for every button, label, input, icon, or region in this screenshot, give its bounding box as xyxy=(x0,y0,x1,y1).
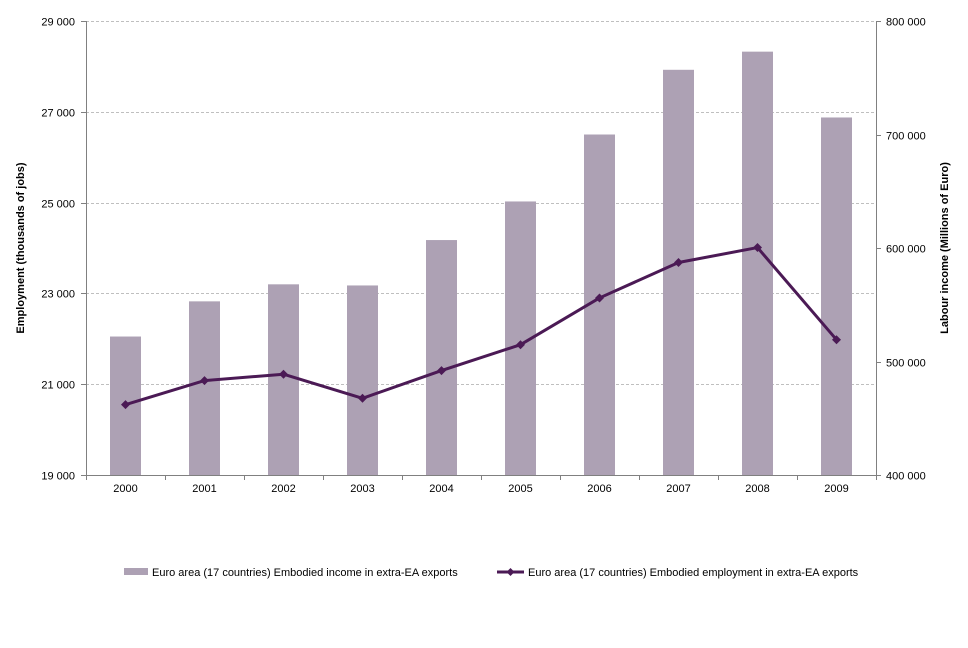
line-series xyxy=(121,243,841,410)
right-axis-tick-label: 500 000 xyxy=(886,358,926,370)
right-axis-tick-label: 400 000 xyxy=(886,471,926,483)
line-point xyxy=(279,369,288,379)
left-axis-tick-label: 25 000 xyxy=(41,199,75,211)
bar-series xyxy=(110,51,852,476)
left-axis-tick-label: 23 000 xyxy=(41,289,75,301)
axis-ticks: 19 000 21 000 23 000 25 000 27 000 29 000 400 … xyxy=(41,17,925,496)
line-point xyxy=(753,243,762,253)
bar xyxy=(189,301,220,475)
x-axis-tick-label: 2004 xyxy=(429,483,453,495)
left-axis-tick-label: 29 000 xyxy=(41,17,75,29)
right-axis-tick-label: 600 000 xyxy=(886,244,926,256)
line-point xyxy=(595,293,604,303)
x-axis-tick-label: 2009 xyxy=(824,483,848,495)
x-axis-tick-label: 2006 xyxy=(587,483,611,495)
line-point xyxy=(358,393,367,403)
x-axis-tick-label: 2002 xyxy=(271,483,295,495)
left-axis-title: Employment (thousands of jobs) xyxy=(15,162,27,333)
legend-bar-label: Euro area (17 countries) Embodied income… xyxy=(152,567,458,579)
right-axis-tick-label: 800 000 xyxy=(886,17,926,29)
bar xyxy=(426,240,457,475)
line-point xyxy=(200,376,209,386)
right-axis-tick-label: 700 000 xyxy=(886,131,926,143)
x-axis-tick-label: 2007 xyxy=(666,483,690,495)
left-axis-tick-label: 21 000 xyxy=(41,380,75,392)
legend-line-label: Euro area (17 countries) Embodied employ… xyxy=(528,567,859,579)
series-line xyxy=(125,246,838,407)
bar xyxy=(268,284,299,475)
bar xyxy=(742,51,773,476)
line-point xyxy=(674,258,683,268)
left-axis-tick-label: 19 000 xyxy=(41,471,75,483)
bar xyxy=(663,69,694,476)
right-axis-title: Labour income (Millions of Euro) xyxy=(939,162,951,334)
x-axis-tick-label: 2005 xyxy=(508,483,532,495)
line-point xyxy=(121,400,130,410)
bar xyxy=(347,285,378,475)
line-point xyxy=(516,340,525,350)
x-axis-tick-label: 2000 xyxy=(113,483,137,495)
left-axis-tick-label: 27 000 xyxy=(41,108,75,120)
x-axis-tick-label: 2003 xyxy=(350,483,374,495)
bar xyxy=(821,117,852,475)
legend-line-marker xyxy=(506,568,515,576)
line-point xyxy=(437,366,446,376)
legend: Euro area (17 countries) Embodied income… xyxy=(124,567,859,579)
x-axis-tick-label: 2001 xyxy=(192,483,216,495)
line-point xyxy=(832,335,841,345)
x-axis-tick-label: 2008 xyxy=(745,483,769,495)
legend-bar-swatch xyxy=(124,568,148,575)
